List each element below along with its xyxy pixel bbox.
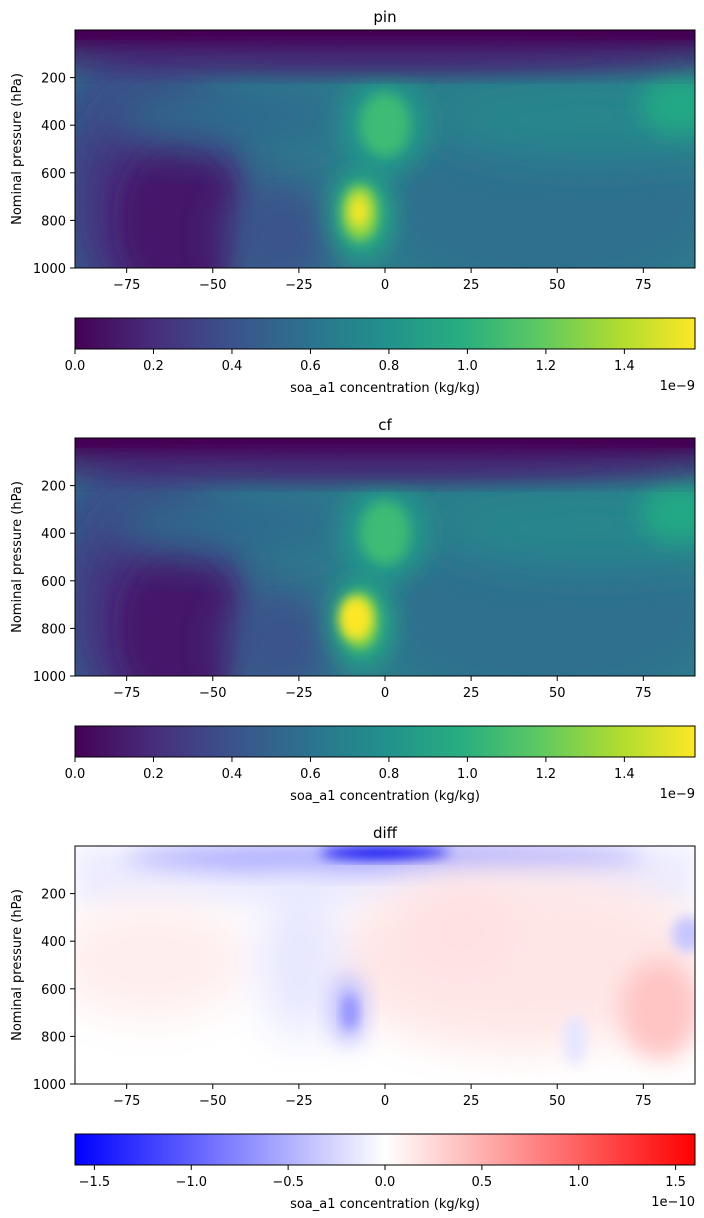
colorbar-diff-tick-label: −0.5 (272, 1175, 304, 1190)
panel-cf-xtick-label: −25 (285, 686, 312, 701)
colorbar-pin (74, 317, 696, 350)
panel-diff-ytick-label: 200 (41, 888, 66, 903)
panel-diff-ytick-label: 600 (41, 983, 66, 998)
panel-diff-xtick-label: 0 (381, 1094, 389, 1109)
panel-diff-xtick-label: −25 (285, 1094, 312, 1109)
panel-pin-ytick-label: 800 (41, 214, 66, 229)
colorbar-pin-offset: 1e−9 (660, 379, 695, 394)
panel-pin-ytick-label: 600 (41, 167, 66, 182)
panel-pin-xtick-label: −75 (113, 278, 140, 293)
panel-diff-xtick-label: 50 (549, 1094, 566, 1109)
panel-pin-xtick-label: 75 (635, 278, 652, 293)
colorbar-pin-tick-label: 0.4 (222, 359, 243, 374)
panel-cf-ytick-label: 1000 (33, 670, 66, 685)
colorbar-cf-tick-label: 0.0 (65, 767, 86, 782)
colorbar-pin-tick-label: 0.0 (65, 359, 86, 374)
panel-pin-xtick-label: −25 (285, 278, 312, 293)
panel-cf-heatmap (0, 415, 704, 728)
colorbar-pin-tick-label: 0.8 (379, 359, 400, 374)
panel-cf-ytick-label: 600 (41, 575, 66, 590)
colorbar-cf-tick-label: 0.6 (300, 767, 321, 782)
colorbar-cf-offset: 1e−9 (660, 787, 695, 802)
colorbar-cf-tick-label: 0.4 (222, 767, 243, 782)
colorbar-cf-label: soa_a1 concentration (kg/kg) (290, 789, 480, 804)
panel-diff-xtick-label: −50 (199, 1094, 226, 1109)
colorbar-diff-tick-label: 1.0 (568, 1175, 589, 1190)
colorbar-cf (74, 725, 696, 758)
panel-diff-xtick-label: 25 (463, 1094, 480, 1109)
panel-diff-xtick-label: 75 (635, 1094, 652, 1109)
colorbar-cf-tick-label: 0.8 (379, 767, 400, 782)
panel-pin-ytick-label: 200 (41, 72, 66, 87)
panel-diff-ytick-label: 800 (41, 1030, 66, 1045)
panel-pin-ylabel: Nominal pressure (hPa) (10, 73, 25, 225)
colorbar-diff-tick-label: 1.5 (665, 1175, 686, 1190)
panel-pin-ytick-label: 1000 (33, 262, 66, 277)
colorbar-pin-tick-label: 0.6 (300, 359, 321, 374)
panel-cf-xtick-label: 25 (463, 686, 480, 701)
panel-pin-ytick-label: 400 (41, 119, 66, 134)
colorbar-diff-tick-label: −1.5 (79, 1175, 111, 1190)
colorbar-pin-tick-label: 1.4 (614, 359, 635, 374)
colorbar-diff-offset: 1e−10 (651, 1195, 695, 1210)
panel-diff-ytick-label: 400 (41, 935, 66, 950)
panel-pin-title: pin (373, 8, 396, 26)
panel-pin-xtick-label: 25 (463, 278, 480, 293)
colorbar-cf-tick-label: 1.2 (536, 767, 557, 782)
colorbar-pin-label: soa_a1 concentration (kg/kg) (290, 381, 480, 396)
colorbar-cf-tick-label: 0.2 (143, 767, 164, 782)
colorbar-pin-tick-label: 1.2 (536, 359, 557, 374)
panel-cf-title: cf (378, 416, 392, 434)
panel-cf-xtick-label: 50 (549, 686, 566, 701)
panel-pin-heatmap (0, 7, 704, 320)
panel-cf-ytick-label: 400 (41, 527, 66, 542)
panel-diff-xtick-label: −75 (113, 1094, 140, 1109)
axes-layer: −75 −50 −25 0 25 50 75 200 400 600 800 1000 0.0 0.2 0.… (33, 72, 686, 1190)
panel-cf-ytick-label: 800 (41, 622, 66, 637)
panel-cf-ylabel: Nominal pressure (hPa) (10, 481, 25, 633)
colorbar-diff-label: soa_a1 concentration (kg/kg) (290, 1197, 480, 1212)
panel-pin-xtick-label: 50 (549, 278, 566, 293)
colorbar-cf-tick-label: 1.4 (614, 767, 635, 782)
panel-cf-xtick-label: −75 (113, 686, 140, 701)
colorbar-pin-tick-label: 1.0 (457, 359, 478, 374)
panel-diff-ylabel: Nominal pressure (hPa) (10, 889, 25, 1041)
panel-cf-xtick-label: 75 (635, 686, 652, 701)
colorbar-diff-tick-label: 0.0 (375, 1175, 396, 1190)
panel-cf-xtick-label: −50 (199, 686, 226, 701)
panel-cf-ytick-label: 200 (41, 480, 66, 495)
colorbar-diff-tick-label: 0.5 (472, 1175, 493, 1190)
colorbar-diff (74, 1133, 696, 1166)
colorbar-diff-tick-label: −1.0 (175, 1175, 207, 1190)
colorbar-cf-tick-label: 1.0 (457, 767, 478, 782)
panel-diff-heatmap (75, 846, 695, 1084)
panel-diff-title: diff (373, 824, 398, 842)
panel-pin-xtick-label: −50 (199, 278, 226, 293)
colorbar-pin-tick-label: 0.2 (143, 359, 164, 374)
panel-pin-xtick-label: 0 (381, 278, 389, 293)
panel-cf-xtick-label: 0 (381, 686, 389, 701)
panel-diff-ytick-label: 1000 (33, 1078, 66, 1093)
